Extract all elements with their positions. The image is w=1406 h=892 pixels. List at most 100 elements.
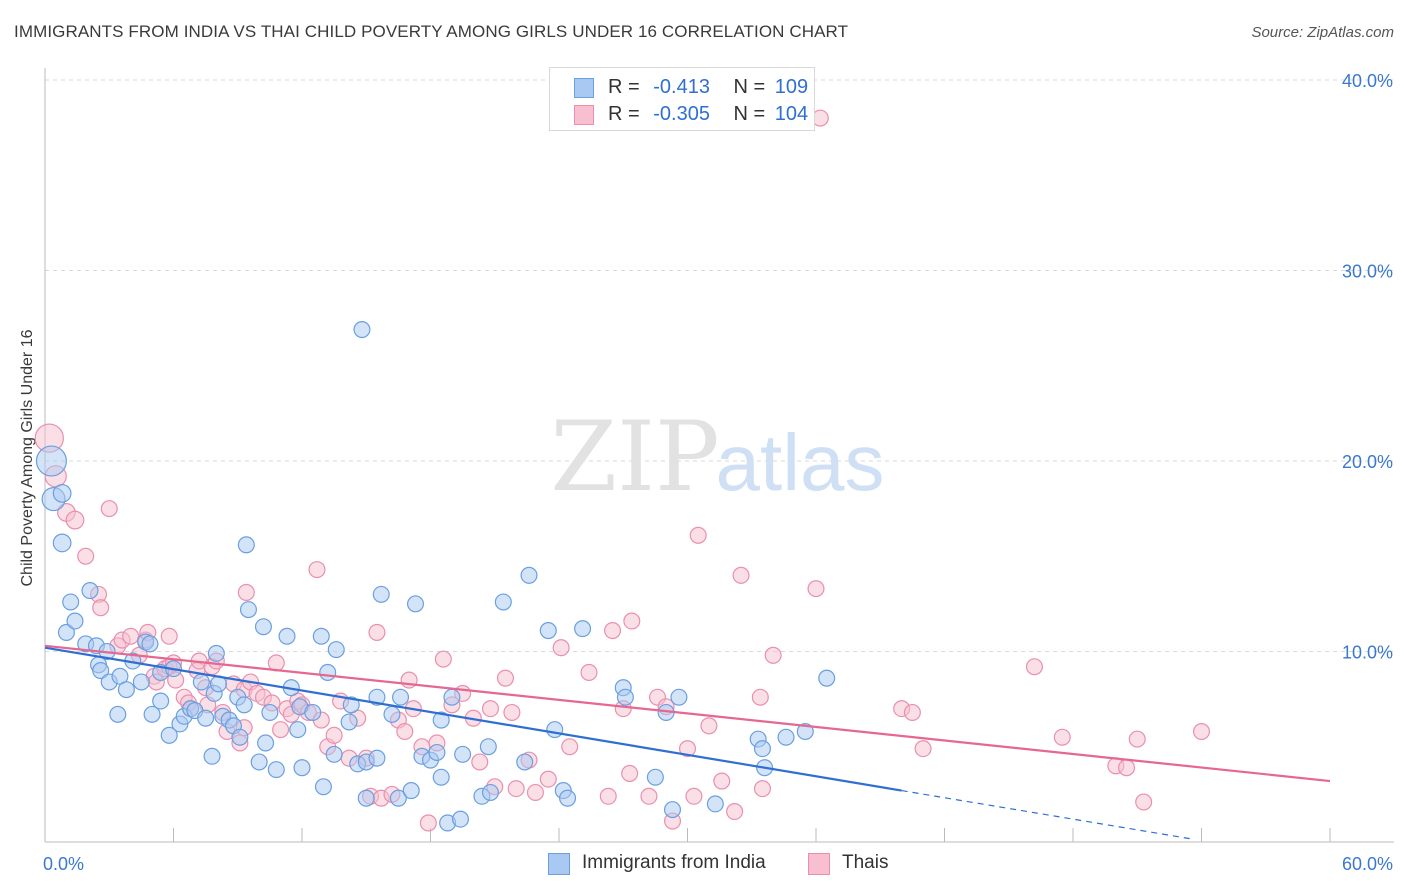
watermark-atlas: atlas [716,418,885,507]
data-point [197,709,215,727]
data-point [539,770,557,788]
data-point [559,789,577,807]
data-point [57,623,75,641]
data-point [807,580,825,598]
legend-n-value: 104 [774,103,809,125]
data-point [796,722,814,741]
legend-r-label: R = [608,103,640,125]
data-point [481,783,499,801]
data-point [272,721,290,739]
data-point [237,536,255,554]
data-point [357,789,375,807]
data-point [143,705,161,723]
legend-r-value: -0.305 [653,103,710,125]
data-point [235,696,253,714]
data-point [432,711,450,729]
data-point [443,688,461,706]
bottom-legend-swatch-india [548,853,570,875]
data-point [92,662,110,680]
data-point [325,745,343,763]
watermark: ZIP atlas [550,401,884,513]
legend-n-label: N = [733,76,766,98]
data-point [52,533,72,553]
y-tick-label: 10.0% [1342,643,1393,663]
data-point [389,789,407,807]
data-point [396,722,414,741]
legend-swatch-thais [574,105,594,125]
data-point [777,728,795,746]
y-tick-label: 40.0% [1342,71,1393,91]
data-point [152,692,170,710]
data-point [481,700,499,718]
data-point [700,717,718,735]
data-point [751,688,769,706]
legend-n-label: N = [733,103,766,125]
data-point [621,764,639,782]
data-point [340,713,358,731]
data-point [353,321,371,339]
x-tick-label-min: 0.0% [43,854,84,874]
data-point [670,688,688,706]
data-point [623,612,641,630]
data-point [327,641,345,659]
data-point [599,787,617,805]
bottom-legend-swatch-thais [808,853,830,875]
data-point [278,627,296,645]
data-point [580,663,598,681]
data-point [496,669,514,687]
data-point [308,561,326,579]
data-point [391,688,410,706]
data-point [663,801,682,819]
y-tick-label: 30.0% [1342,262,1393,282]
data-point [368,688,386,706]
data-point [239,601,257,619]
bottom-legend-label-india: Immigrants from India [582,852,766,873]
data-point [753,740,771,758]
data-point [368,623,386,641]
data-point [267,761,285,779]
data-point [66,612,84,630]
data-point [257,734,275,752]
data-point [604,622,622,640]
data-point [368,749,386,767]
data-point [1135,793,1153,811]
series-india-points [35,321,836,832]
data-point [471,753,489,771]
data-point [52,483,72,503]
data-point [231,728,249,746]
trendline-india-extension [901,789,1191,840]
data-point [646,768,664,786]
data-point [494,593,512,611]
data-point [546,721,564,739]
data-point [117,681,135,699]
legend-swatch-india [574,78,594,98]
data-point [454,745,472,763]
data-point [552,639,570,657]
data-point [372,585,390,603]
data-point [261,703,279,721]
data-point [289,721,307,739]
data-point [92,599,110,617]
data-point [35,445,67,477]
data-point [319,663,337,681]
data-point [304,703,322,721]
data-point [402,782,420,800]
data-point [516,753,534,771]
data-point [207,644,225,662]
source-credit: Source: ZipAtlas.com [1251,24,1394,41]
data-point [325,726,343,744]
data-point [706,795,724,813]
data-point [616,688,634,706]
trendline-india [44,646,902,792]
data-point [713,772,731,790]
data-point [685,787,703,805]
data-point [726,803,744,821]
data-point [77,547,95,565]
trend-lines [44,644,1331,840]
data-point [312,627,330,645]
data-point [406,595,425,613]
data-point [132,673,150,691]
data-point [903,703,921,721]
data-point [342,696,360,714]
data-point [1192,722,1211,741]
